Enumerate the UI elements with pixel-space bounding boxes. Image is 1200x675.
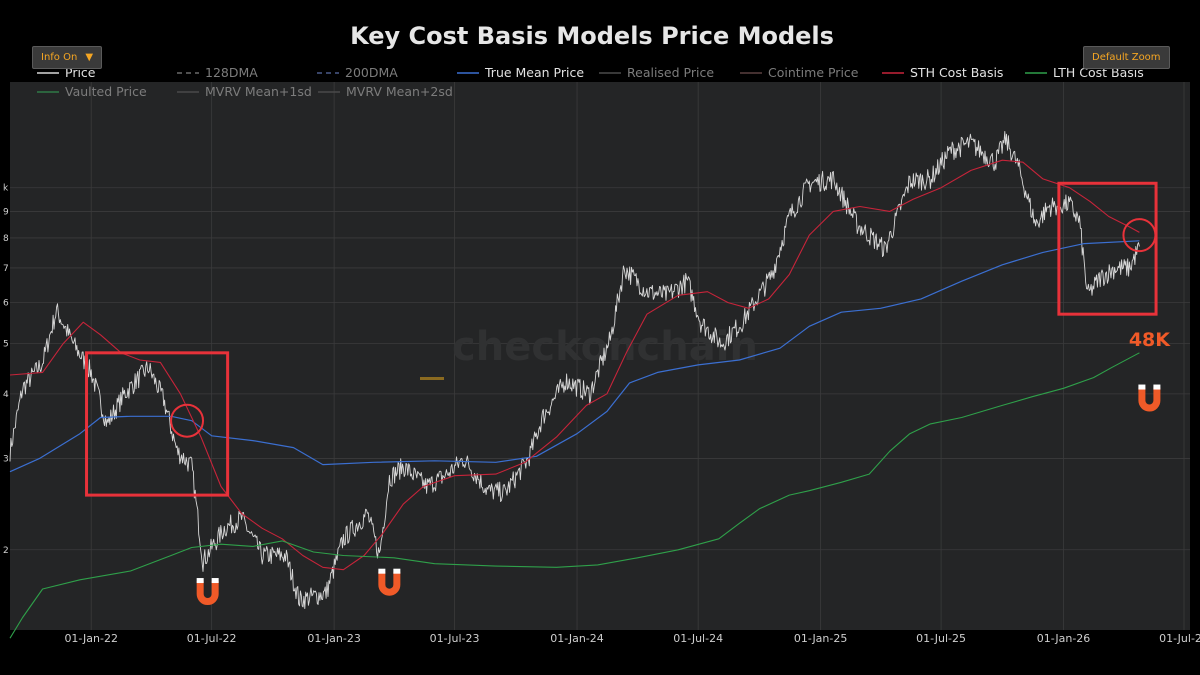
x-tick-label: 01-Jan-23 <box>307 632 361 645</box>
magnet-body <box>1138 387 1161 412</box>
magnet-icon <box>378 568 401 596</box>
magnet-tip-right <box>1153 384 1161 390</box>
legend-label: MVRV Mean+2sd <box>346 84 453 99</box>
magnet-icon <box>196 578 219 605</box>
y-tick-label: 5 <box>3 340 9 350</box>
series-lth-cost-basis <box>9 352 1140 639</box>
highlight-circle <box>1122 218 1157 253</box>
magnet-tip-left <box>1138 384 1146 390</box>
magnet-body <box>378 571 401 596</box>
default-zoom-button[interactable]: Default Zoom <box>1083 46 1170 69</box>
x-tick-label: 01-Jan-22 <box>64 632 118 645</box>
highlight-box <box>85 351 230 497</box>
x-tick-label: 01-Jul-26 <box>1159 632 1200 645</box>
grid-lines <box>10 82 1190 630</box>
legend-label: Vaulted Price <box>65 84 147 99</box>
y-tick-label: 7 <box>3 264 9 274</box>
x-axis: 01-Jan-22 01-Jul-22 01-Jan-23 01-Jul-23 01-J… <box>64 632 1200 645</box>
highlight-box <box>1057 181 1158 316</box>
legend-item: Realised Price <box>599 65 714 80</box>
y-tick-label: 3 <box>3 455 9 465</box>
magnet-icon <box>1138 384 1161 412</box>
watermark-accent <box>420 377 444 380</box>
zoom-button-label: Default Zoom <box>1092 52 1161 63</box>
legend-label: Cointime Price <box>768 65 859 80</box>
series-price <box>9 131 1140 610</box>
legend-label: True Mean Price <box>484 65 584 80</box>
magnet-tip-left <box>196 578 204 584</box>
x-tick-label: 01-Jan-26 <box>1037 632 1091 645</box>
legend-item: STH Cost Basis <box>882 65 1003 80</box>
series-sth-cost-basis <box>9 159 1140 571</box>
legend-label: 128DMA <box>205 65 258 80</box>
target-price-label: 48K <box>1129 329 1171 351</box>
info-button-label: Info On <box>41 52 78 63</box>
x-tick-label: 01-Jan-25 <box>794 632 848 645</box>
highlight-circle <box>170 403 205 438</box>
legend-item: True Mean Price <box>457 65 584 80</box>
magnet-body <box>196 581 219 605</box>
y-tick-label: k <box>3 184 9 194</box>
x-tick-label: 01-Jul-23 <box>430 632 480 645</box>
y-tick-label: 4 <box>3 390 9 400</box>
y-tick-label: 9 <box>3 207 9 217</box>
x-tick-label: 01-Jan-24 <box>550 632 604 645</box>
x-tick-label: 01-Jul-22 <box>187 632 237 645</box>
legend-item: Cointime Price <box>740 65 859 80</box>
legend-item: 200DMA <box>317 65 398 80</box>
y-tick-label: 8 <box>3 234 9 244</box>
legend-label: STH Cost Basis <box>910 65 1003 80</box>
y-tick-label: 2 <box>3 546 9 556</box>
legend-item: Vaulted Price <box>37 84 147 99</box>
x-tick-label: 01-Jul-24 <box>673 632 723 645</box>
legend-label: MVRV Mean+1sd <box>205 84 312 99</box>
legend-item: 128DMA <box>177 65 258 80</box>
chart-title: Key Cost Basis Models Price Models <box>350 22 834 50</box>
magnet-tip-right <box>211 578 219 584</box>
caret-down-icon: ▼ <box>85 52 94 63</box>
y-axis: k 9 8 7 6 5 4 3 2 <box>3 184 9 556</box>
magnet-tip-left <box>378 568 386 574</box>
legend-item: MVRV Mean+1sd <box>177 84 312 99</box>
y-tick-label: 6 <box>3 299 9 309</box>
annotations-group: 48K <box>85 181 1171 605</box>
legend-item: MVRV Mean+2sd <box>318 84 453 99</box>
info-toggle-button[interactable]: Info On ▼ <box>32 46 103 69</box>
legend-label: 200DMA <box>345 65 398 80</box>
magnet-tip-right <box>393 568 401 574</box>
x-tick-label: 01-Jul-25 <box>916 632 966 645</box>
watermark: checkonchain <box>452 324 758 370</box>
legend-label: Realised Price <box>627 65 714 80</box>
